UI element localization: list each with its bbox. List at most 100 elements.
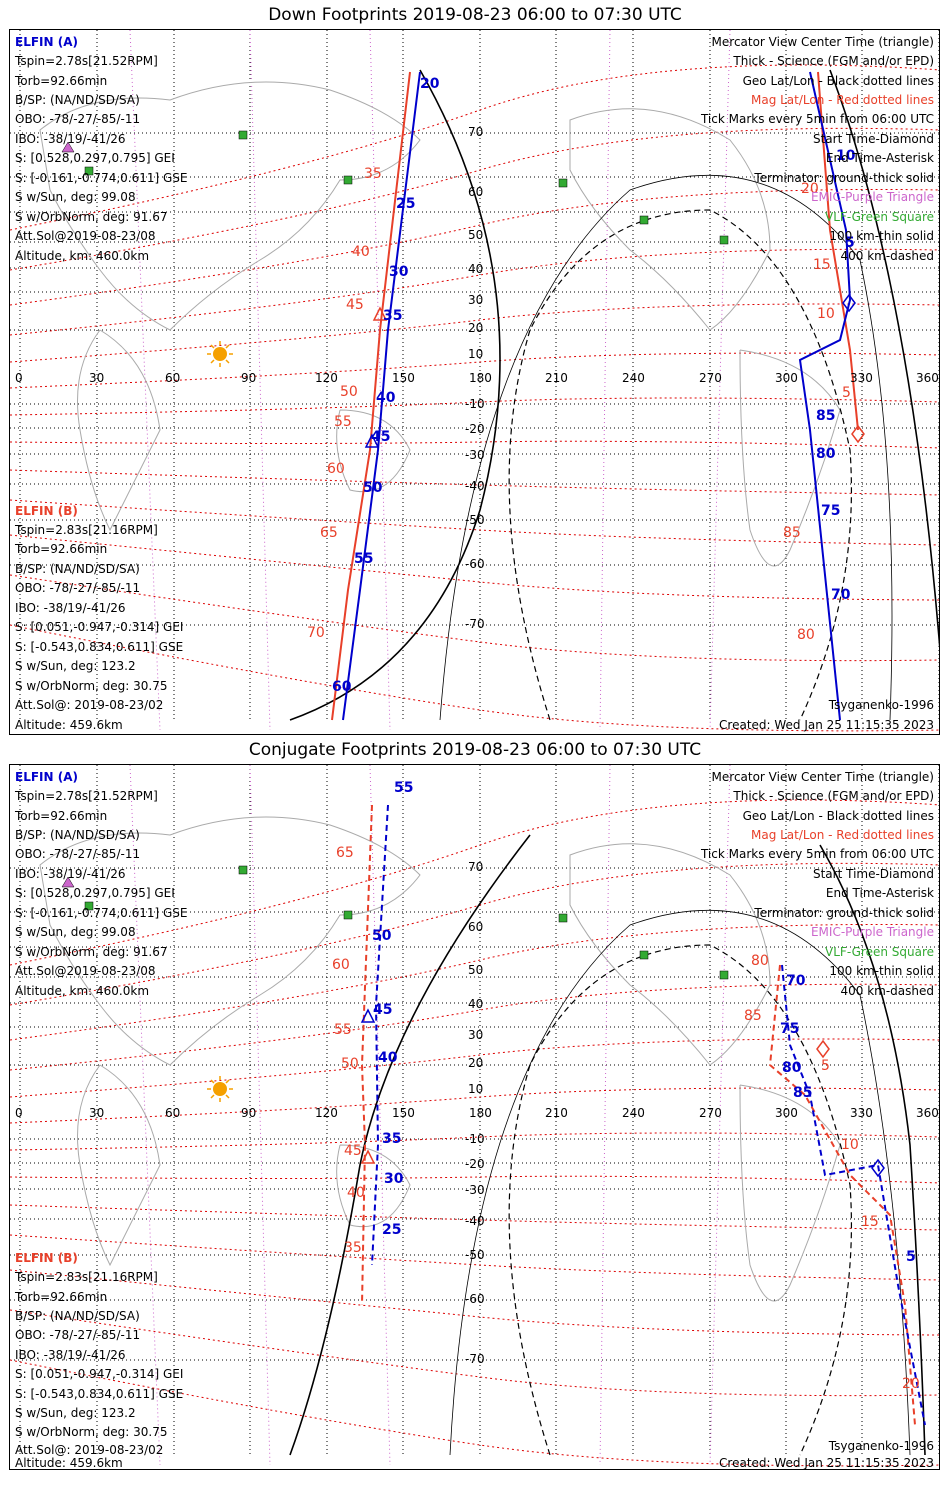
elfin-a-line: Altitude, km: 460.0km (15, 984, 150, 998)
lat-tick: -40 (465, 1214, 485, 1228)
track-a-label: 35 (382, 1131, 402, 1147)
model-label: Tsyganenko-1996 (828, 698, 934, 712)
start-diamond-b (816, 1039, 830, 1059)
elfin-a-line: S w/Sun, deg: 99.08 (15, 190, 136, 204)
track-a-label: 30 (389, 264, 409, 280)
lat-tick: 60 (468, 920, 484, 934)
elfin-a-line: S w/OrbNorm, deg: 91.67 (15, 210, 168, 224)
sun-icon (207, 341, 233, 367)
start-diamond-a (871, 1158, 885, 1178)
lat-tick: 10 (468, 1082, 484, 1096)
lon-tick: 150 (392, 1106, 415, 1120)
lat-tick: -30 (465, 448, 485, 462)
legend-line: 400 km-dashed (840, 249, 934, 263)
lon-tick: 30 (89, 371, 105, 385)
track-a2-label: 75 (821, 503, 841, 519)
altitude-400km (508, 944, 852, 1456)
elfin-a-header: ELFIN (A) (15, 770, 78, 784)
track-a-label: 55 (394, 780, 414, 796)
track-b-label: 40 (352, 244, 370, 260)
lon-tick: 120 (315, 371, 338, 385)
track-b-label: 50 (341, 1056, 359, 1072)
view-center-triangle-b (360, 1149, 376, 1164)
track-a-label: 40 (378, 1050, 398, 1066)
track-b-label: 45 (344, 1143, 362, 1159)
elfin-a-line: Altitude, km: 460.0km (15, 249, 150, 263)
terminator-east (819, 844, 926, 1456)
lat-tick: 20 (468, 1056, 484, 1070)
terminator-west (289, 69, 501, 721)
legend-line: Start Time-Diamond (812, 867, 934, 881)
track-a2-label: 80 (816, 446, 836, 462)
track-elfin-b (360, 804, 373, 1306)
track-a2-label: 5 (906, 1249, 916, 1265)
lat-tick: -40 (465, 479, 485, 493)
lat-tick: 40 (468, 262, 484, 276)
elfin-b-line: S w/Sun, deg: 123.2 (15, 1406, 136, 1420)
elfin-a-line: B/SP: (NA/ND/SD/SA) (15, 828, 140, 842)
map-canvas-down (10, 30, 939, 732)
track-b2-label: 80 (751, 953, 769, 969)
legend-line: Terminator: ground-thick solid (754, 906, 934, 920)
lon-tick: 360 (916, 1106, 939, 1120)
track-elfin-b-east (768, 964, 916, 1426)
track-a2-label: 70 (831, 587, 851, 603)
elfin-b-line: S: [-0.543,0.834,0.611] GSE (15, 640, 184, 654)
mag-grid (10, 64, 939, 732)
lon-tick: 240 (622, 371, 645, 385)
track-b2-label: 5 (842, 385, 851, 401)
track-a-label: 20 (420, 76, 440, 92)
created-label: Created: Wed Jan 25 11:15:35 2023 (719, 718, 934, 732)
elfin-a-line: OBO: -78/-27/-85/-11 (15, 112, 141, 126)
elfin-b-line: IBO: -38/19/-41/26 (15, 1348, 126, 1362)
track-b2-label: 15 (861, 1214, 879, 1230)
elfin-a-line: S: [-0.161,-0.774,0.611] GSE (15, 906, 188, 920)
legend-line: Thick - Science (FGM and/or EPD) (733, 789, 934, 803)
lat-tick: 70 (468, 860, 484, 874)
track-b-label: 55 (334, 414, 352, 430)
track-b2-label: 85 (783, 525, 801, 541)
elfin-a-line: B/SP: (NA/ND/SD/SA) (15, 93, 140, 107)
lon-tick: 30 (89, 1106, 105, 1120)
vlf-squares (84, 130, 729, 245)
track-b-label: 60 (332, 957, 350, 973)
elfin-a-line: Tspin=2.78s[21.52RPM] (15, 54, 158, 68)
elfin-a-line: Tspin=2.78s[21.52RPM] (15, 789, 158, 803)
lat-tick: -60 (465, 557, 485, 571)
track-b-label: 60 (327, 461, 345, 477)
emic-triangle (61, 876, 75, 888)
lat-tick: 40 (468, 997, 484, 1011)
track-b-label: 50 (340, 384, 358, 400)
elfin-b-line: Tspin=2.83s[21.16RPM] (15, 523, 158, 537)
legend-line: VLF-Green Square (825, 945, 934, 959)
track-elfin-b-east (817, 71, 859, 431)
legend-line: Geo Lat/Lon - Black dotted lines (742, 74, 934, 88)
lon-tick: 60 (165, 371, 181, 385)
track-a-label: 55 (354, 551, 374, 567)
elfin-b-line: Att.Sol@: 2019-08-23/02 (15, 1443, 164, 1457)
elfin-b-line: B/SP: (NA/ND/SD/SA) (15, 1309, 140, 1323)
lat-tick: -50 (465, 513, 485, 527)
track-b2-label: 5 (821, 1058, 830, 1074)
track-a-label: 40 (376, 390, 396, 406)
lon-tick: 330 (850, 1106, 873, 1120)
elfin-a-line: Att.Sol@2019-08-23/08 (15, 964, 156, 978)
elfin-b-line: OBO: -78/-27/-85/-11 (15, 581, 141, 595)
lon-tick: 270 (699, 371, 722, 385)
geo-grid (10, 30, 939, 720)
lon-tick: 90 (241, 371, 257, 385)
view-center-triangle-a (360, 1008, 376, 1023)
elfin-b-line: S w/Sun, deg: 123.2 (15, 659, 136, 673)
elfin-b-header: ELFIN (B) (15, 1251, 78, 1265)
lon-tick: 150 (392, 371, 415, 385)
lon-tick: 180 (469, 1106, 492, 1120)
lat-tick: 50 (468, 963, 484, 977)
map-conjugate: 0 30 60 90 120 150 180 210 240 270 300 3… (9, 764, 940, 1470)
lat-tick: -70 (465, 617, 485, 631)
legend-line: End Time-Asterisk (825, 886, 934, 900)
legend-line: 100 km-thin solid (829, 229, 934, 243)
altitude-400km (508, 209, 852, 721)
elfin-a-line: S w/Sun, deg: 99.08 (15, 925, 136, 939)
legend-line: EMIC-Purple Triangle (810, 925, 934, 939)
legend-line: 400 km-dashed (840, 984, 934, 998)
